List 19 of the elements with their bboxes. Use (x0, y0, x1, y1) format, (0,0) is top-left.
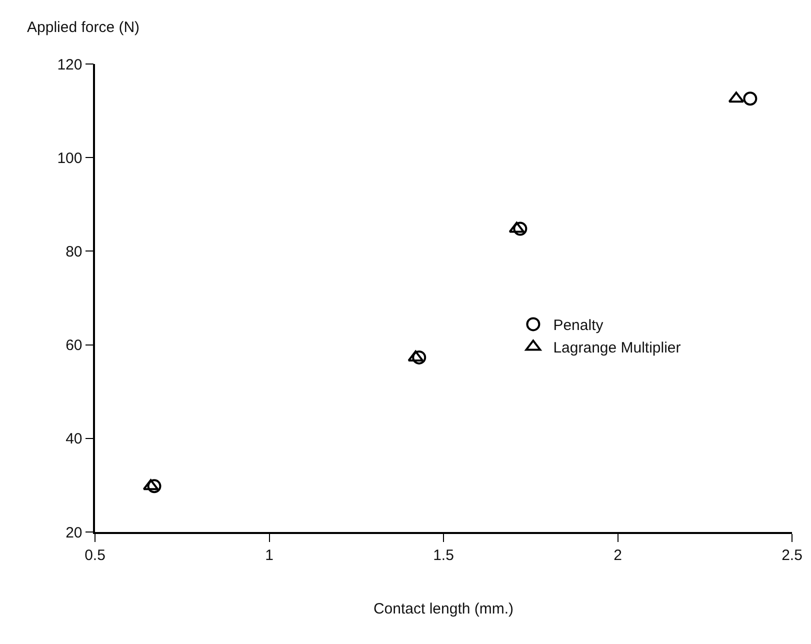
legend-label: Lagrange Multiplier (553, 340, 681, 357)
x-axis-title: Contact length (mm.) (373, 600, 514, 618)
y-tick-label: 80 (66, 243, 82, 260)
legend-label: Penalty (553, 317, 604, 334)
point (743, 92, 758, 106)
point (147, 479, 162, 494)
point (412, 350, 426, 364)
y-tick-label: 100 (57, 150, 82, 167)
y-tick-label: 40 (66, 430, 82, 448)
y-tick-label: 60 (66, 337, 82, 354)
x-tick-label: 0.5 (84, 546, 106, 564)
y-tick-label: 20 (66, 524, 82, 542)
y-axis-title: Applied force (N) (27, 19, 140, 36)
y-tick-label: 120 (57, 56, 82, 74)
x-tick-label: 1.5 (433, 546, 454, 564)
x-tick-label: 2.5 (782, 546, 802, 564)
x-tick-label: 1 (265, 546, 274, 564)
point (513, 222, 528, 236)
x-tick-label: 2 (614, 546, 622, 564)
